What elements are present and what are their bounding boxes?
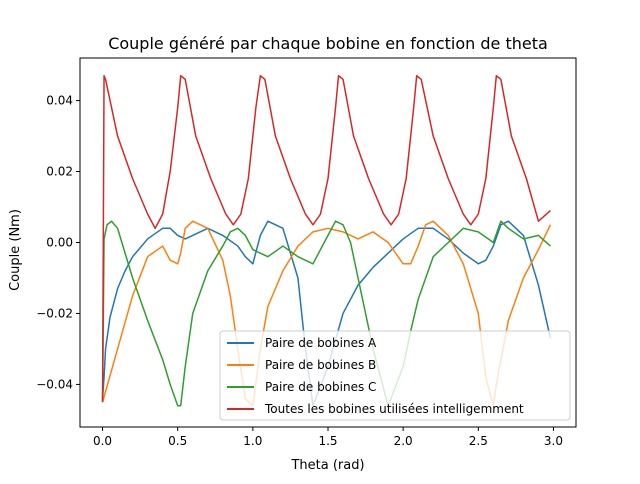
legend-label-0: Paire de bobines A (265, 336, 377, 350)
x-tick-label: 2.5 (469, 434, 488, 448)
y-tick-label: 0.02 (46, 165, 73, 179)
chart-title: Couple généré par chaque bobine en fonct… (108, 34, 548, 53)
y-axis-ticks: −0.04 −0.02 0.00 0.02 0.04 (36, 94, 80, 391)
series-line-0 (101, 220, 552, 407)
y-tick-label: −0.04 (36, 377, 73, 391)
legend-box (219, 330, 571, 421)
legend-label-1: Paire de bobines B (265, 358, 376, 372)
legend-label-2: Paire de bobines C (265, 380, 376, 394)
y-axis-label: Couple (Nm) (8, 209, 23, 291)
series-line-3 (101, 74, 551, 403)
legend: Paire de bobines A Paire de bobines B Pair… (219, 330, 571, 421)
x-tick-label: 1.5 (318, 434, 337, 448)
y-tick-label: 0.00 (46, 236, 73, 250)
x-tick-label: 0.0 (93, 434, 112, 448)
legend-label-3: Toutes les bobines utilisées intelligemm… (264, 402, 524, 416)
x-tick-label: 3.0 (544, 434, 563, 448)
x-tick-label: 2.0 (394, 434, 413, 448)
x-axis-label: Theta (rad) (290, 458, 364, 473)
series-line-2 (101, 220, 551, 407)
x-axis-ticks: 0.0 0.5 1.0 1.5 2.0 2.5 3.0 (93, 427, 563, 448)
plot-area (101, 74, 552, 407)
x-tick-label: 1.0 (243, 434, 262, 448)
axes-frame (79, 57, 577, 428)
y-tick-label: −0.02 (36, 306, 73, 320)
y-tick-label: 0.04 (46, 94, 73, 108)
x-tick-label: 0.5 (168, 434, 187, 448)
